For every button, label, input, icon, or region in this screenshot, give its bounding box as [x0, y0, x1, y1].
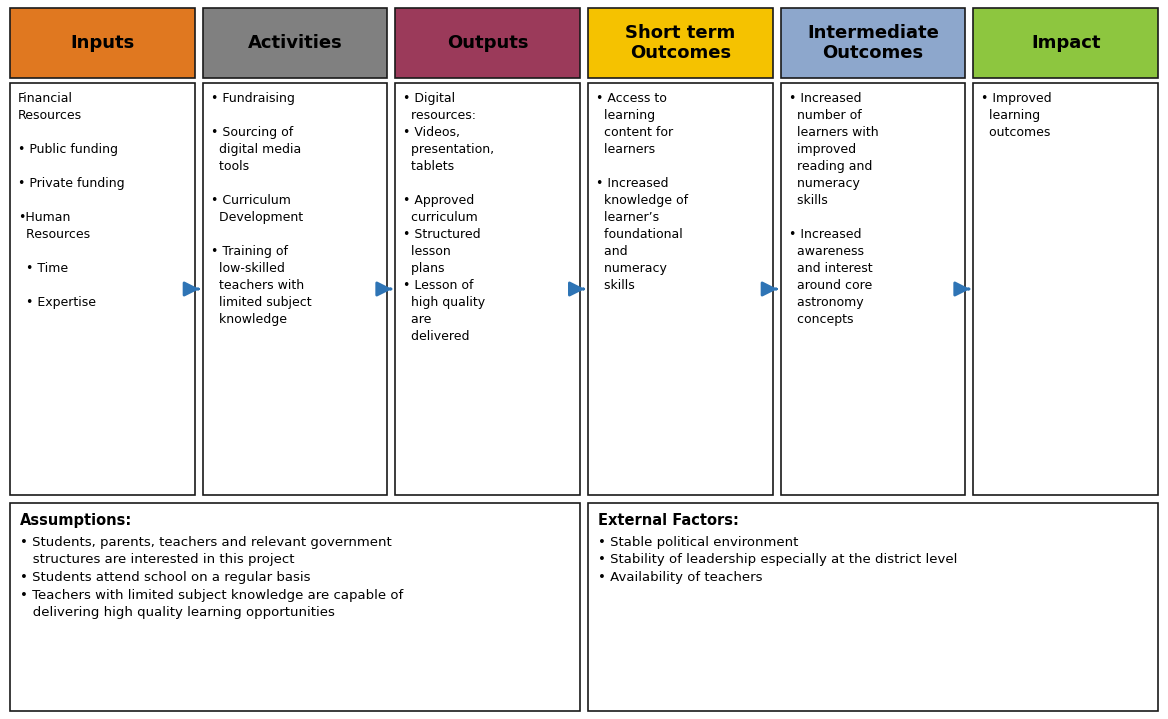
Text: Impact: Impact	[1031, 34, 1100, 52]
Text: • Access to
  learning
  content for
  learners

• Increased
  knowledge of
  le: • Access to learning content for learner…	[596, 92, 688, 292]
Text: • Improved
  learning
  outcomes: • Improved learning outcomes	[981, 92, 1052, 139]
Text: Intermediate
Outcomes: Intermediate Outcomes	[807, 24, 939, 63]
FancyBboxPatch shape	[395, 83, 580, 495]
Text: Short term
Outcomes: Short term Outcomes	[625, 24, 736, 63]
Text: Financial
Resources

• Public funding

• Private funding

•Human
  Resources

  : Financial Resources • Public funding • P…	[18, 92, 125, 309]
FancyBboxPatch shape	[203, 8, 388, 78]
FancyBboxPatch shape	[11, 8, 195, 78]
Text: • Fundraising

• Sourcing of
  digital media
  tools

• Curriculum
  Development: • Fundraising • Sourcing of digital medi…	[210, 92, 312, 326]
FancyBboxPatch shape	[588, 8, 773, 78]
Text: Activities: Activities	[248, 34, 342, 52]
FancyBboxPatch shape	[588, 83, 773, 495]
Text: • Students, parents, teachers and relevant government
   structures are interest: • Students, parents, teachers and releva…	[20, 536, 403, 619]
FancyBboxPatch shape	[203, 83, 388, 495]
FancyBboxPatch shape	[780, 83, 965, 495]
FancyBboxPatch shape	[780, 8, 965, 78]
FancyBboxPatch shape	[395, 8, 580, 78]
FancyBboxPatch shape	[588, 503, 1157, 711]
Text: Outputs: Outputs	[447, 34, 528, 52]
Text: External Factors:: External Factors:	[598, 513, 739, 528]
Text: Assumptions:: Assumptions:	[20, 513, 132, 528]
Text: • Stable political environment
• Stability of leadership especially at the distr: • Stable political environment • Stabili…	[598, 536, 958, 584]
FancyBboxPatch shape	[11, 503, 580, 711]
FancyBboxPatch shape	[973, 83, 1157, 495]
Text: Inputs: Inputs	[70, 34, 134, 52]
FancyBboxPatch shape	[11, 83, 195, 495]
Text: • Digital
  resources:
• Videos,
  presentation,
  tablets

• Approved
  curricu: • Digital resources: • Videos, presentat…	[403, 92, 494, 343]
FancyBboxPatch shape	[973, 8, 1157, 78]
Text: • Increased
  number of
  learners with
  improved
  reading and
  numeracy
  sk: • Increased number of learners with impr…	[788, 92, 878, 326]
